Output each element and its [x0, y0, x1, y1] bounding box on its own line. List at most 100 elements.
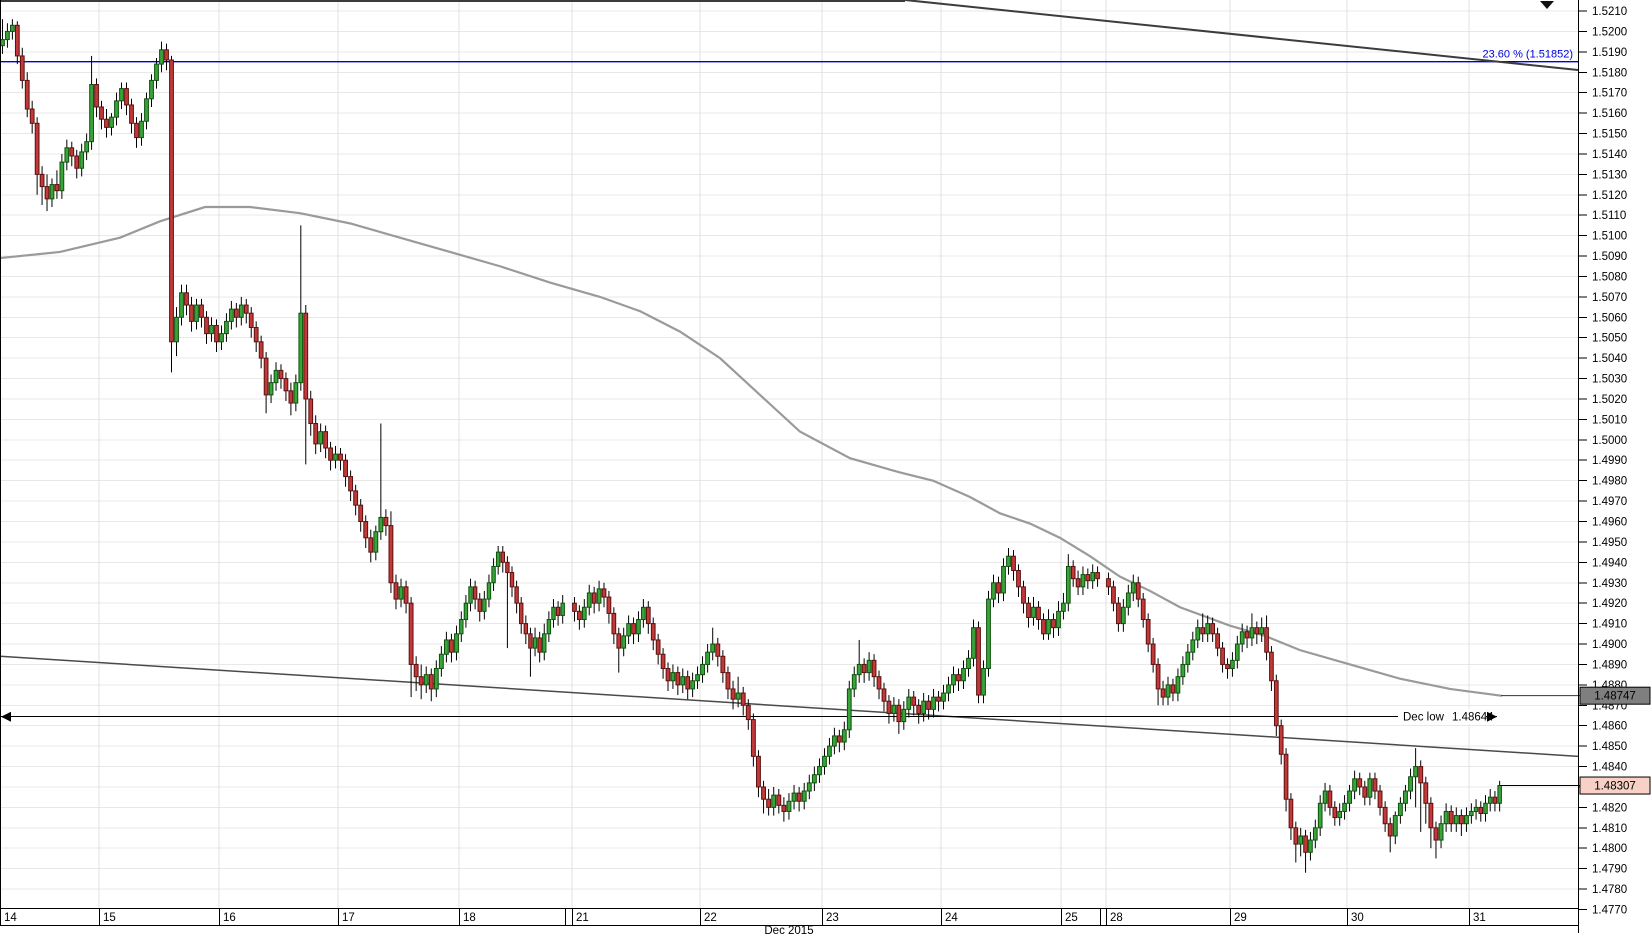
x-axis-label[interactable]: 24	[945, 912, 958, 924]
candle-up	[144, 98, 149, 122]
x-axis-label[interactable]: 15	[103, 912, 116, 924]
candle-up	[971, 627, 976, 659]
y-axis-label: 1.5010	[1592, 414, 1627, 426]
candle-down	[936, 696, 941, 702]
candle-down	[519, 602, 524, 625]
candle-up	[1397, 802, 1403, 817]
candle-down	[472, 586, 478, 600]
candle-down	[766, 798, 772, 808]
x-axis-label[interactable]: 17	[342, 912, 355, 924]
candle-up	[1061, 602, 1066, 612]
trendline-resistance	[904, 0, 1579, 72]
candle-down	[616, 633, 622, 649]
candle-down	[881, 688, 887, 702]
candle-down	[368, 537, 374, 553]
candle-up	[866, 659, 872, 674]
candle-up	[636, 619, 641, 635]
x-axis-label[interactable]: 30	[1351, 912, 1364, 924]
candle-down	[1106, 578, 1111, 588]
candle-up	[1249, 627, 1255, 639]
candle-up	[159, 49, 164, 65]
candle-down	[756, 755, 761, 788]
last-price-flag: 1.48307	[1594, 781, 1636, 793]
x-axis-label[interactable]: 16	[223, 912, 236, 924]
candle-up	[906, 696, 912, 710]
candle-up	[670, 672, 676, 682]
candle-up	[1195, 627, 1201, 641]
candle-down	[204, 316, 209, 335]
candle-up	[59, 161, 65, 192]
candle-down	[876, 676, 882, 690]
candle-up	[581, 606, 587, 621]
candle-up	[1413, 766, 1419, 778]
candle-down	[886, 700, 892, 714]
candle-down	[745, 704, 751, 721]
candle-up	[1234, 643, 1240, 661]
y-axis-label: 1.5190	[1592, 47, 1627, 59]
candle-up	[1185, 651, 1191, 665]
x-axis-label[interactable]: 21	[576, 912, 589, 924]
candle-down	[675, 672, 681, 686]
candle-down	[1303, 835, 1308, 853]
candle-up	[268, 382, 274, 396]
x-axis-label[interactable]: 14	[4, 912, 17, 924]
y-axis-label: 1.4980	[1592, 476, 1627, 488]
candle-down	[1170, 684, 1176, 694]
candle-down	[1210, 623, 1216, 635]
candle-up	[735, 692, 741, 700]
candle-up	[438, 653, 444, 670]
candle-up	[832, 735, 837, 747]
x-axis-label[interactable]: 28	[1110, 912, 1123, 924]
candle-down	[363, 521, 369, 539]
y-axis-label: 1.5060	[1592, 312, 1627, 324]
candle-up	[114, 100, 119, 118]
y-axis-label: 1.4840	[1592, 762, 1627, 774]
candle-up	[621, 635, 627, 649]
candle-down	[655, 639, 661, 655]
candle-up	[1367, 778, 1373, 798]
candle-down	[725, 672, 731, 690]
candle-up	[806, 782, 812, 792]
candle-down	[611, 612, 617, 635]
y-axis-label: 1.4850	[1592, 741, 1627, 753]
candle-up	[801, 790, 807, 802]
candle-up	[491, 565, 496, 584]
candle-up	[1120, 606, 1126, 625]
candle-up	[468, 586, 473, 604]
candle-up	[378, 516, 384, 533]
candle-down	[896, 704, 902, 723]
y-axis-label: 1.5110	[1592, 210, 1626, 222]
x-axis-label[interactable]: 22	[704, 912, 717, 924]
candle-up	[1130, 582, 1136, 594]
candle-down	[1382, 806, 1388, 825]
candle-up	[991, 582, 996, 600]
candle-down	[134, 122, 139, 139]
candle-down	[916, 704, 922, 714]
candle-down	[715, 643, 721, 657]
y-axis-label: 1.4910	[1592, 619, 1627, 631]
top-marker-icon	[1540, 1, 1554, 9]
candle-down	[383, 516, 389, 527]
candle-up	[966, 657, 971, 670]
dec-low-right-arrow-icon	[1487, 711, 1497, 722]
x-axis-label[interactable]: 31	[1473, 912, 1486, 924]
candle-up	[1312, 827, 1318, 841]
x-axis-label[interactable]: 25	[1065, 912, 1078, 924]
candle-down	[1135, 582, 1141, 600]
candle-down	[631, 623, 636, 635]
candle-up	[1205, 623, 1211, 635]
candle-down	[537, 637, 542, 653]
y-axis-label: 1.5160	[1592, 108, 1627, 120]
x-axis-label[interactable]: 23	[826, 912, 839, 924]
x-axis-label[interactable]: 29	[1234, 912, 1247, 924]
candle-up	[811, 774, 817, 784]
candle-up	[1165, 684, 1171, 698]
candle-down	[1448, 810, 1454, 825]
candle-down	[54, 184, 60, 192]
candle-up	[1453, 815, 1459, 825]
candle-up	[710, 643, 716, 653]
candle-up	[174, 316, 179, 343]
x-axis-label[interactable]: 18	[463, 912, 476, 924]
